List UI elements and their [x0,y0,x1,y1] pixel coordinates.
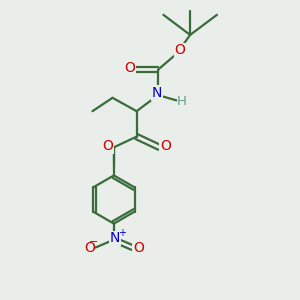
Text: O: O [175,44,185,57]
Text: O: O [133,241,144,255]
Text: −: − [89,237,98,247]
Text: N: N [152,86,162,100]
Text: N: N [110,231,120,245]
Text: O: O [103,139,113,153]
Text: O: O [84,241,95,255]
Text: +: + [118,228,126,238]
Text: O: O [160,139,171,153]
Text: O: O [124,61,135,75]
Text: H: H [177,94,187,107]
